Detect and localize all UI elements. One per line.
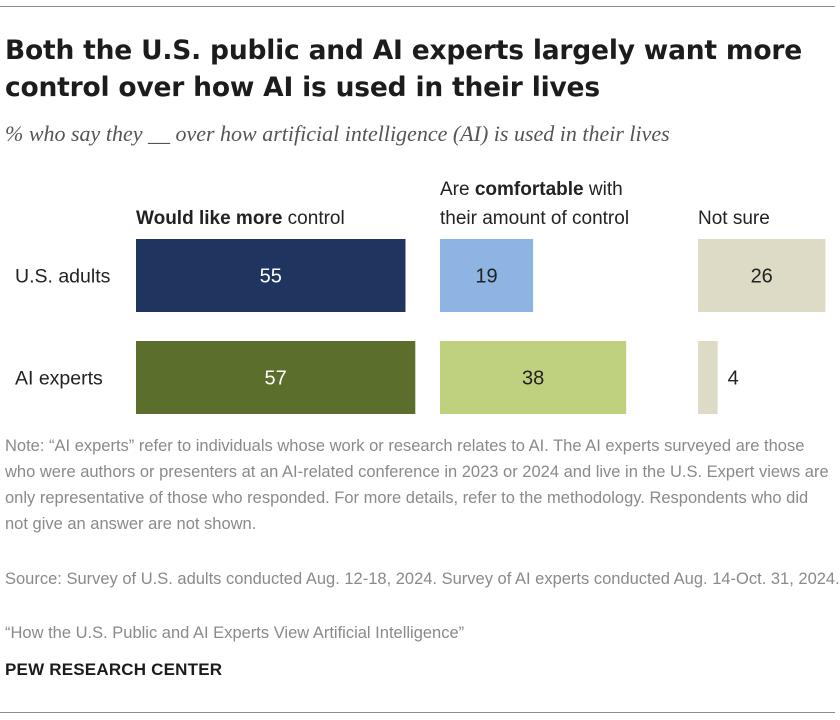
data-label-u-s-adults-would-like-more-control: 55 [260,266,282,288]
source-text: Source: Survey of U.S. adults conducted … [5,570,840,588]
chart-rows: U.S. adults 55 19 26 AI experts 57 38 4 [15,239,826,414]
legend-would-like-more-control: Would like more control [136,208,345,229]
legend-comfortable-line2: their amount of control [440,208,629,229]
data-label-u-s-adults-are-comfortable-with-their-amount-of-control: 19 [475,266,497,288]
chart-title: Both the U.S. public and AI experts larg… [5,35,802,103]
bar-ai-experts-not-sure [698,341,718,414]
chart-subtitle: % who say they __ over how artificial in… [5,121,670,146]
bottom-rule [0,712,835,713]
bar-ai-experts-are-comfortable-with-their-amount-of-control [440,341,627,414]
legend-comfortable: Are comfortable with [440,179,623,200]
bar-u-s-adults-would-like-more-control [136,239,406,312]
bar-ai-experts-would-like-more-control [136,341,416,414]
bar-chart: Would like more control Are comfortable … [15,179,826,414]
data-label-u-s-adults-not-sure: 26 [751,266,773,288]
row-label-ai-experts: AI experts [15,368,103,390]
pew-logo-text: PEW RESEARCH CENTER [5,660,223,679]
data-label-ai-experts-not-sure: 4 [728,368,739,390]
report-title: “How the U.S. Public and AI Experts View… [5,624,465,642]
bar-u-s-adults-not-sure [698,239,826,312]
note-text: Note: “AI experts” refer to individuals … [5,437,829,533]
bar-u-s-adults-are-comfortable-with-their-amount-of-control [440,239,534,312]
top-rule [0,6,835,7]
chart-notes: Note: “AI experts” refer to individuals … [5,433,830,537]
data-label-ai-experts-are-comfortable-with-their-amount-of-control: 38 [522,368,544,390]
row-label-u-s-adults: U.S. adults [15,266,111,288]
data-label-ai-experts-would-like-more-control: 57 [265,368,287,390]
legend-not-sure: Not sure [698,208,770,229]
